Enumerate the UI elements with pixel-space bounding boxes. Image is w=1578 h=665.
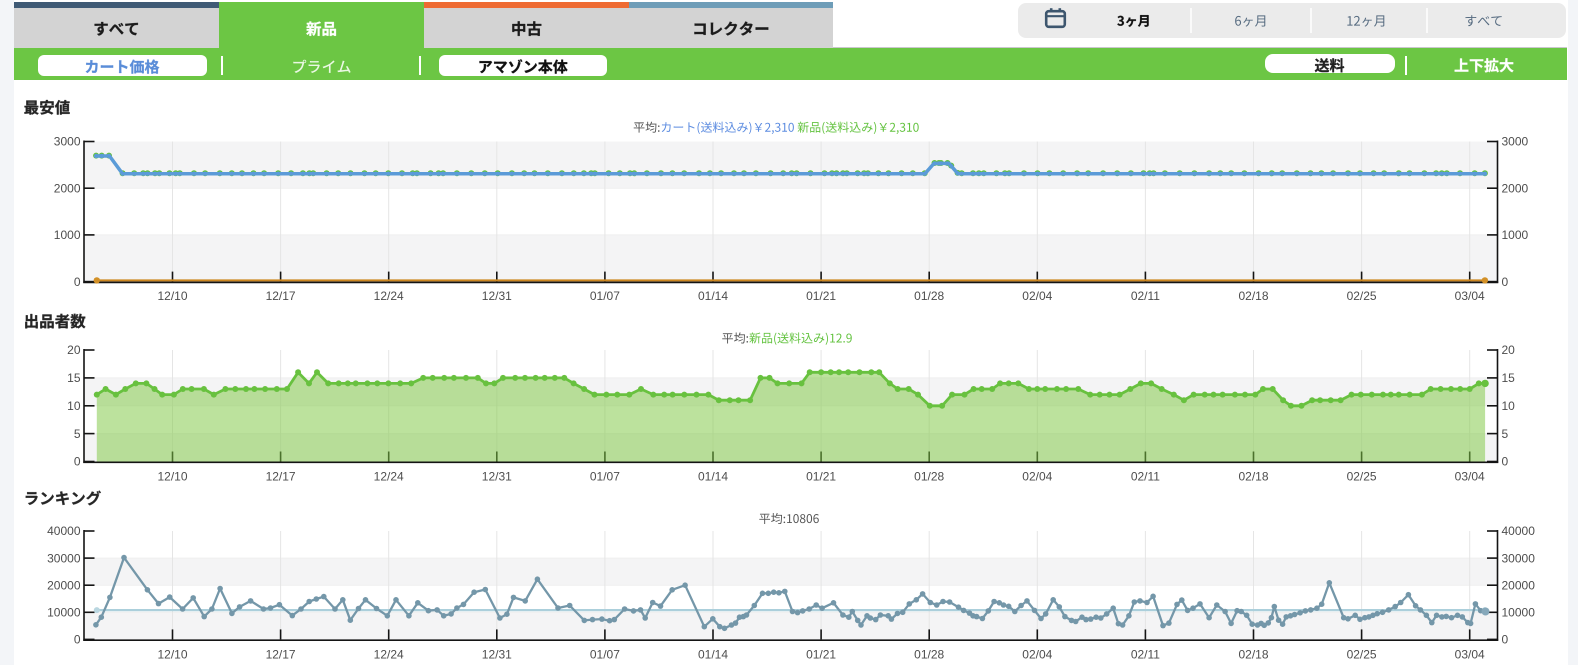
svg-text:01/21: 01/21 <box>806 648 836 662</box>
svg-text:2000: 2000 <box>1502 181 1529 195</box>
svg-text:1000: 1000 <box>54 228 81 242</box>
svg-text:01/14: 01/14 <box>698 648 728 662</box>
svg-text:01/21: 01/21 <box>806 469 836 483</box>
svg-text:01/14: 01/14 <box>698 469 728 483</box>
svg-text:01/28: 01/28 <box>914 289 944 303</box>
svg-text:12/17: 12/17 <box>266 648 296 662</box>
svg-text:02/18: 02/18 <box>1238 469 1268 483</box>
svg-text:12/24: 12/24 <box>374 469 404 483</box>
svg-text:12/17: 12/17 <box>266 289 296 303</box>
svg-text:01/21: 01/21 <box>806 289 836 303</box>
svg-text:0: 0 <box>74 275 81 289</box>
svg-text:02/25: 02/25 <box>1347 289 1377 303</box>
svg-text:02/04: 02/04 <box>1022 469 1052 483</box>
svg-text:12/17: 12/17 <box>266 469 296 483</box>
svg-text:12/24: 12/24 <box>374 289 404 303</box>
svg-text:10000: 10000 <box>1502 606 1536 620</box>
svg-text:01/07: 01/07 <box>590 469 620 483</box>
svg-text:02/04: 02/04 <box>1022 289 1052 303</box>
svg-text:2000: 2000 <box>54 181 81 195</box>
svg-text:0: 0 <box>74 633 81 647</box>
svg-text:20: 20 <box>67 343 81 357</box>
svg-text:03/04: 03/04 <box>1455 469 1485 483</box>
svg-text:12/31: 12/31 <box>482 289 512 303</box>
svg-text:5: 5 <box>1502 427 1509 441</box>
svg-text:0: 0 <box>1502 633 1509 647</box>
svg-text:10: 10 <box>67 399 81 413</box>
svg-text:01/28: 01/28 <box>914 648 944 662</box>
svg-text:02/25: 02/25 <box>1347 469 1377 483</box>
svg-text:30000: 30000 <box>47 551 81 565</box>
svg-text:0: 0 <box>1502 455 1509 469</box>
svg-text:12/31: 12/31 <box>482 469 512 483</box>
svg-text:30000: 30000 <box>1502 551 1536 565</box>
svg-text:12/10: 12/10 <box>157 289 187 303</box>
svg-text:5: 5 <box>74 427 81 441</box>
svg-text:15: 15 <box>67 371 81 385</box>
svg-text:02/11: 02/11 <box>1131 289 1160 303</box>
svg-text:40000: 40000 <box>47 524 81 538</box>
svg-text:01/28: 01/28 <box>914 469 944 483</box>
svg-text:01/14: 01/14 <box>698 289 728 303</box>
svg-text:20000: 20000 <box>1502 578 1536 592</box>
svg-text:02/18: 02/18 <box>1238 648 1268 662</box>
svg-text:03/04: 03/04 <box>1455 289 1485 303</box>
svg-text:01/07: 01/07 <box>590 648 620 662</box>
svg-text:12/10: 12/10 <box>157 469 187 483</box>
svg-text:02/25: 02/25 <box>1347 648 1377 662</box>
svg-text:1000: 1000 <box>1502 228 1529 242</box>
svg-text:02/18: 02/18 <box>1238 289 1268 303</box>
svg-text:02/11: 02/11 <box>1131 648 1160 662</box>
svg-text:12/24: 12/24 <box>374 648 404 662</box>
svg-text:10000: 10000 <box>47 606 81 620</box>
svg-text:0: 0 <box>1502 275 1509 289</box>
svg-text:20000: 20000 <box>47 578 81 592</box>
svg-text:12/10: 12/10 <box>157 648 187 662</box>
svg-text:3000: 3000 <box>1502 135 1529 149</box>
svg-text:01/07: 01/07 <box>590 289 620 303</box>
svg-text:10: 10 <box>1502 399 1516 413</box>
svg-text:15: 15 <box>1502 371 1516 385</box>
svg-text:20: 20 <box>1502 343 1516 357</box>
svg-text:03/04: 03/04 <box>1455 648 1485 662</box>
svg-text:12/31: 12/31 <box>482 648 512 662</box>
svg-text:02/11: 02/11 <box>1131 469 1160 483</box>
svg-text:3000: 3000 <box>54 135 81 149</box>
svg-text:0: 0 <box>74 455 81 469</box>
svg-text:02/04: 02/04 <box>1022 648 1052 662</box>
svg-text:40000: 40000 <box>1502 524 1536 538</box>
